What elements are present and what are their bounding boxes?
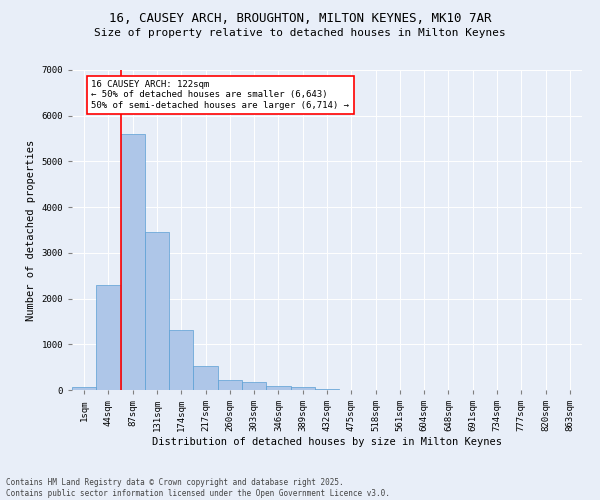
Bar xyxy=(169,330,193,390)
Bar xyxy=(218,380,242,390)
Bar xyxy=(315,388,339,390)
Bar xyxy=(193,366,218,390)
Bar xyxy=(96,285,121,390)
Y-axis label: Number of detached properties: Number of detached properties xyxy=(26,140,36,320)
Bar xyxy=(266,386,290,390)
Bar xyxy=(121,134,145,390)
Bar xyxy=(290,388,315,390)
Text: Contains HM Land Registry data © Crown copyright and database right 2025.
Contai: Contains HM Land Registry data © Crown c… xyxy=(6,478,390,498)
Text: Size of property relative to detached houses in Milton Keynes: Size of property relative to detached ho… xyxy=(94,28,506,38)
Text: 16 CAUSEY ARCH: 122sqm
← 50% of detached houses are smaller (6,643)
50% of semi-: 16 CAUSEY ARCH: 122sqm ← 50% of detached… xyxy=(91,80,349,110)
Bar xyxy=(242,382,266,390)
X-axis label: Distribution of detached houses by size in Milton Keynes: Distribution of detached houses by size … xyxy=(152,437,502,447)
Bar xyxy=(72,386,96,390)
Text: 16, CAUSEY ARCH, BROUGHTON, MILTON KEYNES, MK10 7AR: 16, CAUSEY ARCH, BROUGHTON, MILTON KEYNE… xyxy=(109,12,491,26)
Bar xyxy=(145,232,169,390)
